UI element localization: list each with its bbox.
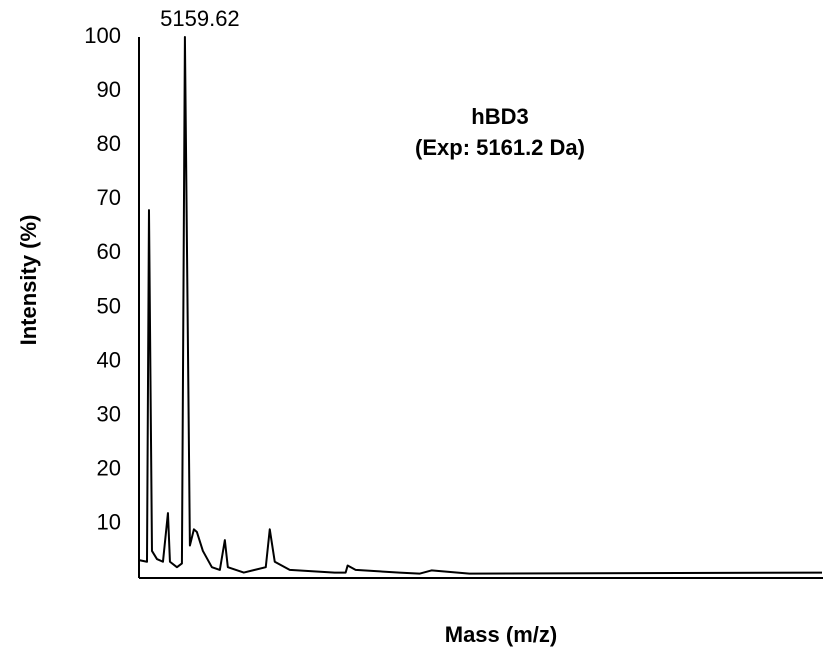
y-axis-label: Intensity (%) — [16, 215, 41, 346]
y-tick-label: 80 — [97, 131, 121, 156]
y-tick-label: 90 — [97, 77, 121, 102]
annotation: hBD3 — [471, 104, 528, 129]
y-tick-label: 100 — [84, 23, 121, 48]
y-tick-label: 60 — [97, 239, 121, 264]
y-tick-label: 70 — [97, 185, 121, 210]
spectrum-line — [138, 36, 823, 575]
y-tick-label: 30 — [97, 402, 121, 427]
y-tick-label: 10 — [97, 510, 121, 535]
peak-label: 5159.62 — [160, 6, 240, 31]
y-tick-label: 20 — [97, 456, 121, 481]
y-tick-label: 40 — [97, 347, 121, 372]
x-axis-label: Mass (m/z) — [445, 622, 557, 647]
y-tick-label: 50 — [97, 293, 121, 318]
annotation: (Exp: 5161.2 Da) — [415, 135, 585, 160]
